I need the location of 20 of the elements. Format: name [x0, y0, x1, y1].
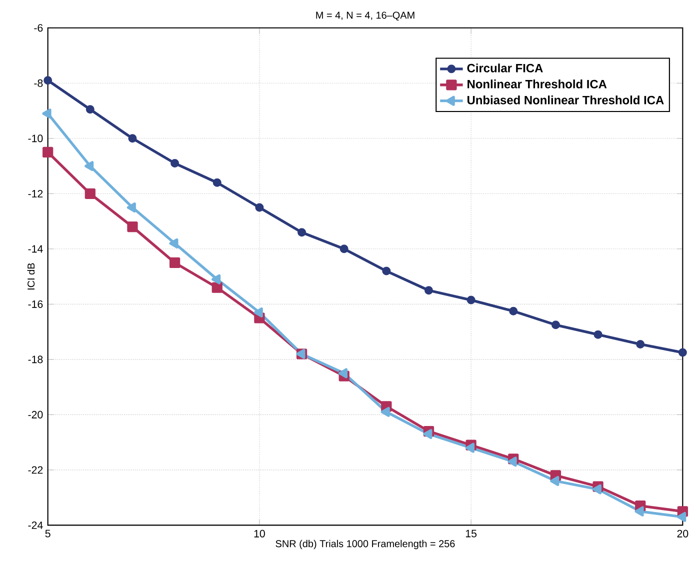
x-tick-label: 20 [677, 530, 688, 538]
legend-label: Circular FICA [467, 64, 543, 72]
y-tick-label: -6 [34, 24, 43, 32]
y-tick-label: -18 [28, 356, 43, 364]
y-tick-label: -24 [28, 521, 43, 529]
y-tick-label: -14 [28, 245, 43, 253]
y-tick-label: -8 [34, 79, 43, 87]
y-tick-label: -20 [28, 410, 43, 418]
y-tick-label: -16 [28, 300, 43, 308]
legend-label: Nonlinear Threshold ICA [468, 80, 607, 88]
y-axis-title: ICI dB [27, 263, 35, 290]
x-tick-label: 10 [254, 530, 265, 538]
x-tick-label: 5 [45, 530, 50, 538]
chart-title: M = 4, N = 4, 16–QAM [316, 12, 414, 21]
y-tick-label: -12 [28, 190, 43, 198]
y-tick-label: -10 [28, 134, 43, 142]
y-tick-label: -22 [28, 466, 43, 474]
x-tick-label: 15 [466, 530, 477, 538]
legend-label: Unbiased Nonlinear Threshold ICA [467, 95, 664, 104]
x-axis-title: SNR (db) Trials 1000 Framelength = 256 [276, 540, 455, 550]
